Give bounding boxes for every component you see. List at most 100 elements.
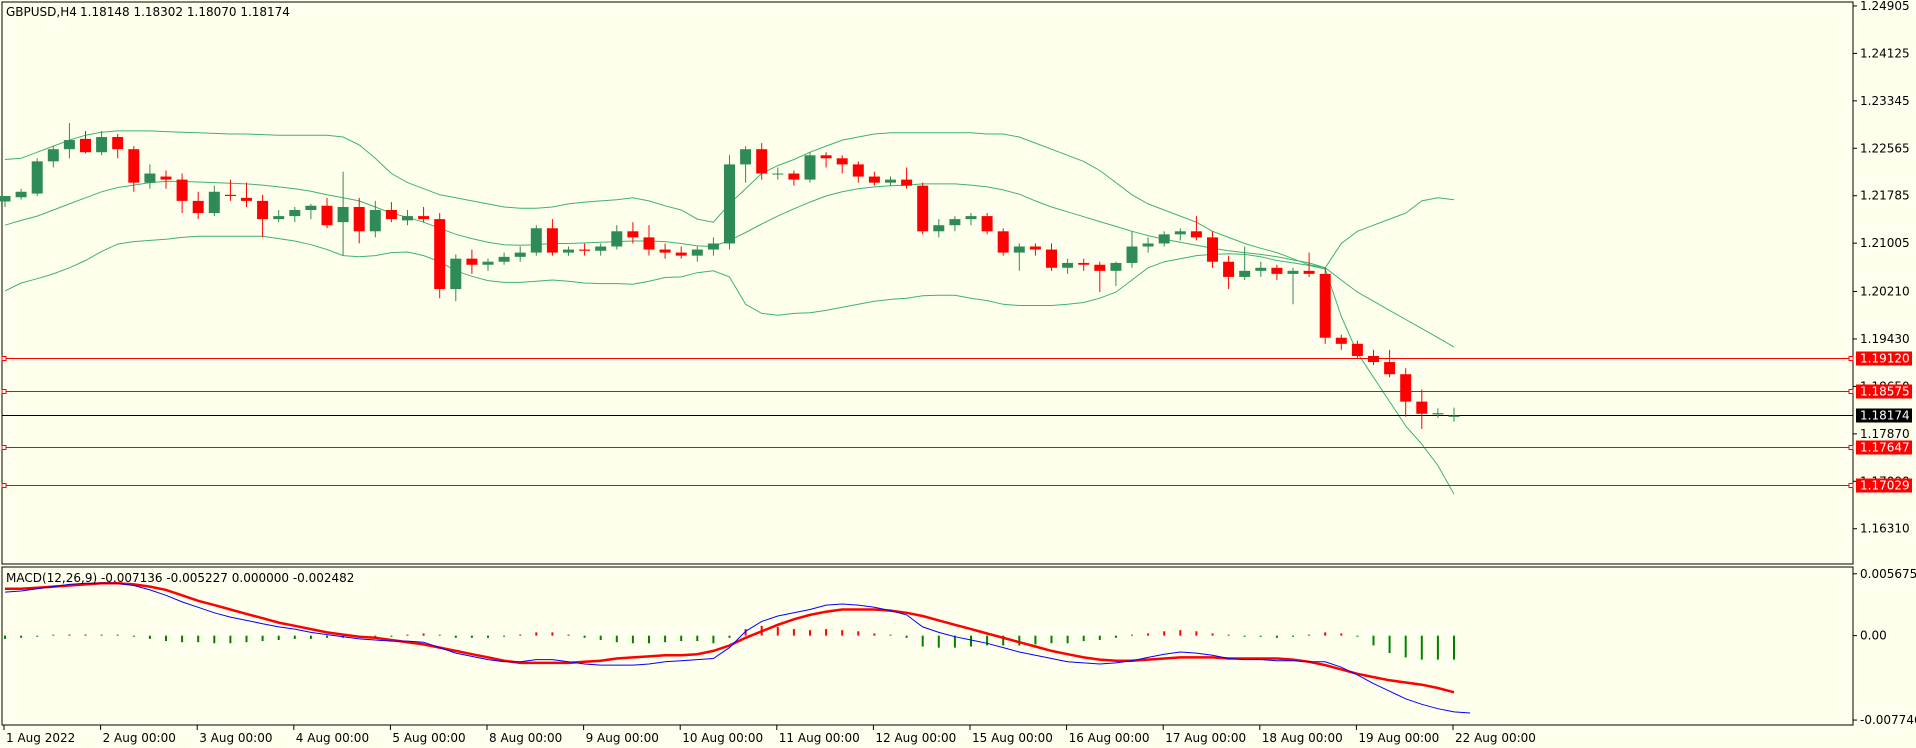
price-tick-label: 1.20210 <box>1860 285 1910 299</box>
candle-body <box>1319 273 1331 338</box>
candle <box>0 196 11 207</box>
candle-body <box>1416 401 1428 414</box>
candle-body <box>675 252 687 256</box>
candle <box>772 167 784 180</box>
candle <box>418 206 430 223</box>
candle-body <box>402 216 413 221</box>
macd-pane[interactable]: 0.005675 0.00 -0.007746 MACD(12,26,9) -0.0… <box>1 566 1916 727</box>
candle-body <box>1287 270 1299 274</box>
candle-body <box>804 155 816 180</box>
level-label: 1.17029 <box>1860 479 1910 493</box>
candle <box>1319 267 1331 344</box>
candle <box>579 243 591 256</box>
level-handle-right <box>1848 389 1854 394</box>
candle <box>1110 261 1122 287</box>
macd-main-line <box>4 582 1471 714</box>
candle <box>1126 231 1138 268</box>
time-axis: 1 Aug 2022 2 Aug 00:00 3 Aug 00:00 4 Aug 00… <box>3 725 1536 745</box>
candle <box>756 143 768 180</box>
candle <box>63 123 75 159</box>
candle <box>1287 267 1299 305</box>
symbol-timeframe-label: GBPUSD,H4 <box>6 5 77 19</box>
candle <box>901 167 913 189</box>
candle-body <box>1351 343 1363 356</box>
level-handle-left <box>1 445 7 450</box>
time-tick-label: 16 Aug 00:00 <box>1069 731 1150 745</box>
candle-body <box>659 249 671 253</box>
candle-body <box>1158 234 1170 244</box>
candle <box>1142 237 1154 253</box>
candle <box>1384 349 1396 378</box>
candle <box>707 237 719 256</box>
candle-body <box>901 179 913 186</box>
candle-body <box>933 225 945 232</box>
candle <box>627 222 639 244</box>
candle-body <box>224 194 236 197</box>
candle-body <box>63 140 75 150</box>
candle <box>289 206 301 223</box>
horizontal-levels[interactable] <box>1 356 1854 488</box>
candle <box>321 197 333 229</box>
candle-body <box>257 200 269 220</box>
candle <box>643 225 655 256</box>
candle <box>1448 407 1460 422</box>
candle <box>1190 216 1202 241</box>
candle-body <box>868 176 880 183</box>
candle-body <box>1335 337 1347 344</box>
macd-signal-line <box>5 582 1455 694</box>
candle-body <box>482 261 494 265</box>
candle <box>273 210 285 223</box>
candle <box>691 246 703 262</box>
candle-body <box>1255 267 1267 271</box>
candle <box>144 164 156 189</box>
price-tick-label: 1.23345 <box>1860 94 1910 108</box>
ohlc-readout: 1.18148 1.18302 1.18070 1.18174 <box>80 5 290 19</box>
candle-body <box>836 158 848 165</box>
candle-body <box>756 149 768 174</box>
candle-body <box>1448 415 1460 417</box>
candle-body <box>1223 261 1235 277</box>
level-handle-right <box>1848 445 1854 450</box>
candle <box>1255 261 1267 277</box>
candle-body <box>772 173 784 175</box>
candle-body <box>128 149 140 183</box>
level-label-box <box>1856 440 1912 455</box>
price-pane[interactable]: 1.24905 1.24125 1.23345 1.22565 1.21785 1.210… <box>0 0 1912 565</box>
candle <box>949 216 961 232</box>
candle-body <box>611 231 623 247</box>
candle <box>128 146 140 192</box>
candle <box>434 213 446 299</box>
level-label-box <box>1856 408 1912 423</box>
time-tick-label: 8 Aug 00:00 <box>489 731 562 745</box>
candle-body <box>820 155 832 159</box>
candle-body <box>1303 270 1315 274</box>
candle-body <box>0 196 11 202</box>
candle-body <box>852 164 864 177</box>
candle <box>1158 231 1170 247</box>
candle <box>96 130 108 156</box>
candle-body <box>788 173 800 180</box>
candle <box>820 152 832 168</box>
candle-body <box>546 228 558 253</box>
candle-body <box>305 205 317 211</box>
level-handle-left <box>1 389 7 394</box>
candle-body <box>385 210 397 220</box>
price-tick-label: 1.19430 <box>1860 332 1910 346</box>
candle <box>1223 255 1235 290</box>
candle-body <box>965 216 977 220</box>
candle-body <box>144 173 156 183</box>
candle-body <box>949 219 961 226</box>
candle-body <box>1239 270 1251 277</box>
time-tick-label: 5 Aug 00:00 <box>392 731 465 745</box>
candle <box>208 185 220 217</box>
candle <box>965 213 977 226</box>
candle <box>482 258 494 271</box>
price-pane-frame <box>1 1 1854 565</box>
candle <box>369 200 381 238</box>
candle-body <box>1142 243 1154 247</box>
level-label-box <box>1856 478 1912 493</box>
time-tick-label: 17 Aug 00:00 <box>1165 731 1246 745</box>
candle <box>257 194 269 238</box>
candle <box>353 197 365 244</box>
